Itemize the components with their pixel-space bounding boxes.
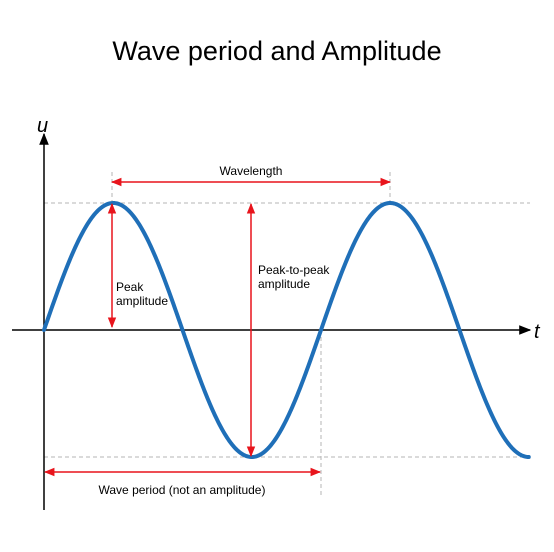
diagram-title: Wave period and Amplitude: [112, 36, 441, 66]
wave-period-label: Wave period (not an amplitude): [99, 483, 266, 497]
peak-to-peak-label-line1: Peak-to-peak: [258, 263, 330, 277]
y-axis-label: u: [37, 115, 48, 137]
x-axis-label: t: [534, 321, 541, 343]
sine-wave: [42, 200, 531, 459]
peak-amplitude-label-line2: amplitude: [116, 294, 168, 308]
peak-amplitude-label-line1: Peak: [116, 280, 144, 294]
wavelength-label: Wavelength: [220, 164, 283, 178]
peak-to-peak-label-line2: amplitude: [258, 277, 310, 291]
